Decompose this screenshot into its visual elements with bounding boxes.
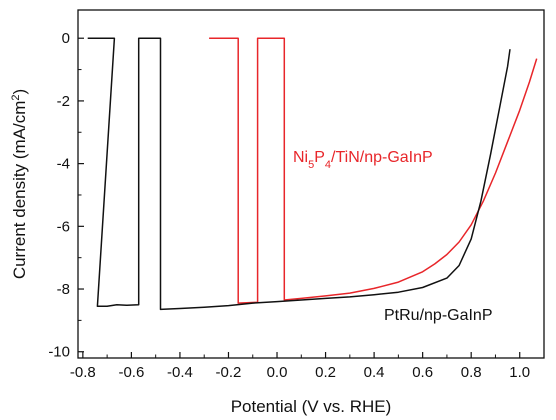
x-tick-label: 0.4 [364, 364, 385, 381]
x-tick-label: 0.2 [315, 364, 336, 381]
series-line-ptru [87, 37, 511, 311]
y-tick-label: -4 [57, 156, 70, 173]
plot-frame [77, 9, 545, 359]
x-tick-label: -0.6 [118, 364, 144, 381]
x-axis: -0.8 -0.6 -0.4 -0.2 0.0 0.2 0.4 0.6 0.8 1.0 [70, 352, 530, 381]
label-part-ni: Ni [293, 149, 308, 166]
x-tick-label: 1.0 [509, 364, 530, 381]
x-tick-label: 0.0 [267, 364, 288, 381]
y-axis-title-superscript: 2 [10, 95, 22, 101]
series-lines [87, 37, 538, 311]
label-part-sub4: 4 [325, 159, 331, 171]
x-tick-label: -0.4 [167, 364, 193, 381]
y-tick-label: -6 [57, 218, 70, 235]
y-tick-label: -8 [57, 281, 70, 298]
series-label-ptru: PtRu/np-GaInP [384, 307, 493, 324]
y-axis-title-end: ) [10, 89, 29, 95]
y-tick-label: 0 [62, 30, 70, 47]
label-part-sub5: 5 [308, 159, 314, 171]
x-tick-label: 0.8 [461, 364, 482, 381]
y-axis-title: Current density (mA/cm2) [10, 89, 29, 279]
y-tick-label: -10 [48, 344, 70, 361]
label-part-p: P [314, 149, 325, 166]
x-tick-label: -0.2 [216, 364, 242, 381]
y-axis-title-main: Current density (mA/cm [10, 101, 29, 280]
y-axis: 0 -2 -4 -6 -8 -10 [48, 30, 84, 361]
x-tick-label: -0.8 [70, 364, 96, 381]
series-line-ni5p4 [209, 37, 538, 304]
x-axis-title: Potential (V vs. RHE) [231, 397, 392, 416]
label-part-rest: /TiN/np-GaInP [331, 149, 433, 166]
plot-area: -0.8 -0.6 -0.4 -0.2 0.0 0.2 0.4 0.6 0.8 1.0 0 -2 -4… [48, 9, 545, 381]
series-label-ni5p4: Ni5P4/TiN/np-GaInP [293, 149, 433, 171]
x-tick-label: 0.6 [412, 364, 433, 381]
y-tick-label: -2 [57, 93, 70, 110]
